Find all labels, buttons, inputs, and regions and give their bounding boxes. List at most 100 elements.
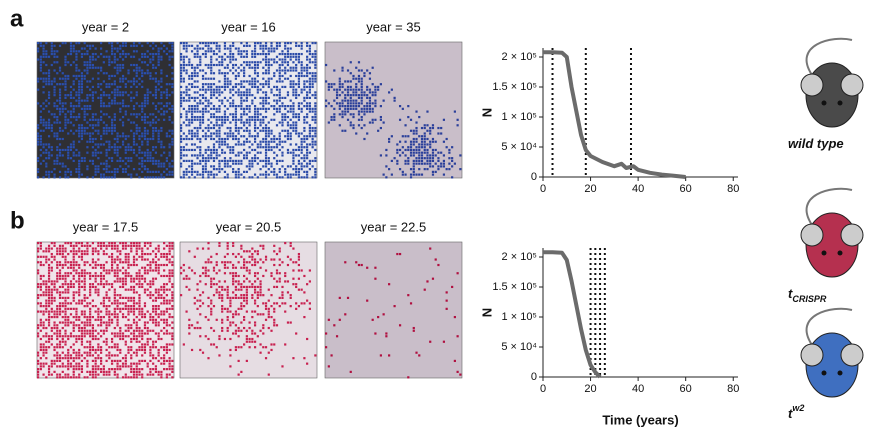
lattice-cell [457, 371, 459, 373]
lattice-cell [254, 300, 256, 302]
lattice-cell [122, 338, 124, 340]
lattice-cell [51, 64, 53, 66]
lattice-cell [191, 324, 193, 326]
lattice-cell [155, 311, 157, 313]
lattice-cell [273, 302, 275, 304]
lattice-cell [119, 269, 121, 271]
lattice-cell [138, 313, 140, 315]
lattice-cell [171, 78, 173, 80]
lattice-cell [133, 97, 135, 99]
lattice-cell [64, 149, 66, 151]
lattice-cell [227, 108, 229, 110]
lattice-cell [106, 105, 108, 107]
lattice-cell [56, 261, 58, 263]
lattice-cell [301, 302, 303, 304]
lattice-cell [281, 97, 283, 99]
lattice-cell [243, 327, 245, 329]
lattice-cell [92, 286, 94, 288]
lattice-cell [53, 313, 55, 315]
lattice-cell [257, 152, 259, 154]
lattice-cell [194, 143, 196, 145]
lattice-cell [144, 272, 146, 274]
lattice-cell [314, 171, 316, 173]
lattice-cell [169, 313, 171, 315]
lattice-cell [213, 124, 215, 126]
lattice-cell [246, 289, 248, 291]
lattice-cell [309, 91, 311, 93]
lattice-cell [218, 80, 220, 82]
lattice-cell [81, 280, 83, 282]
lattice-cell [171, 160, 173, 162]
lattice-cell [62, 163, 64, 165]
lattice-cell [136, 352, 138, 354]
lattice-cell [303, 154, 305, 156]
lattice-cell [287, 53, 289, 55]
lattice-cell [73, 294, 75, 296]
lattice-cell [199, 300, 201, 302]
lattice-cell [119, 327, 121, 329]
lattice-cell [141, 69, 143, 71]
lattice-cell [136, 335, 138, 337]
lattice-cell [59, 69, 61, 71]
lattice-cell [133, 121, 135, 123]
lattice-cell [281, 146, 283, 148]
lattice-cell [301, 163, 303, 165]
lattice-cell [352, 124, 354, 126]
lattice-cell [235, 349, 237, 351]
lattice-cell [62, 286, 64, 288]
lattice-cell [119, 165, 121, 167]
lattice-cell [325, 332, 327, 334]
lattice-cell [306, 67, 308, 69]
lattice-cell [451, 165, 453, 167]
lattice-cell [158, 374, 160, 376]
lattice-cell [265, 135, 267, 137]
lattice-cell [292, 168, 294, 170]
lattice-cell [265, 152, 267, 154]
lattice-cell [257, 75, 259, 77]
lattice-cell [78, 283, 80, 285]
lattice-cell [180, 72, 182, 74]
lattice-cell [111, 286, 113, 288]
lattice-cell [62, 264, 64, 266]
lattice-cell [100, 163, 102, 165]
lattice-cell [108, 300, 110, 302]
lattice-cell [333, 108, 335, 110]
lattice-cell [249, 261, 251, 263]
lattice-cell [59, 45, 61, 47]
lattice-cell [160, 376, 162, 378]
lattice-cell [188, 97, 190, 99]
lattice-cell [218, 64, 220, 66]
lattice-cell [53, 176, 55, 178]
lattice-cell [147, 374, 149, 376]
lattice-cell [95, 264, 97, 266]
lattice-cell [100, 176, 102, 178]
lattice-cell [290, 56, 292, 58]
lattice-cell [51, 280, 53, 282]
lattice-cell [273, 119, 275, 121]
lattice-cell [216, 116, 218, 118]
lattice-cell [53, 289, 55, 291]
lattice-cell [144, 154, 146, 156]
lattice-cell [246, 64, 248, 66]
lattice-cell [205, 335, 207, 337]
lattice-cell [238, 91, 240, 93]
lattice-cell [306, 86, 308, 88]
lattice-cell [103, 130, 105, 132]
lattice-cell [149, 267, 151, 269]
lattice-cell [100, 138, 102, 140]
lattice-cell [122, 116, 124, 118]
lattice-cell [314, 174, 316, 176]
lattice-cell [111, 42, 113, 44]
lattice-cell [89, 330, 91, 332]
lattice-cell [443, 119, 445, 121]
lattice-cell [183, 47, 185, 49]
lattice-cell [133, 368, 135, 370]
lattice-cell [73, 146, 75, 148]
lattice-cell [363, 113, 365, 115]
lattice-cell [106, 330, 108, 332]
lattice-cell [62, 267, 64, 269]
lattice-cell [136, 302, 138, 304]
lattice-cell [301, 75, 303, 77]
lattice-cell [158, 269, 160, 271]
lattice-cell [309, 168, 311, 170]
